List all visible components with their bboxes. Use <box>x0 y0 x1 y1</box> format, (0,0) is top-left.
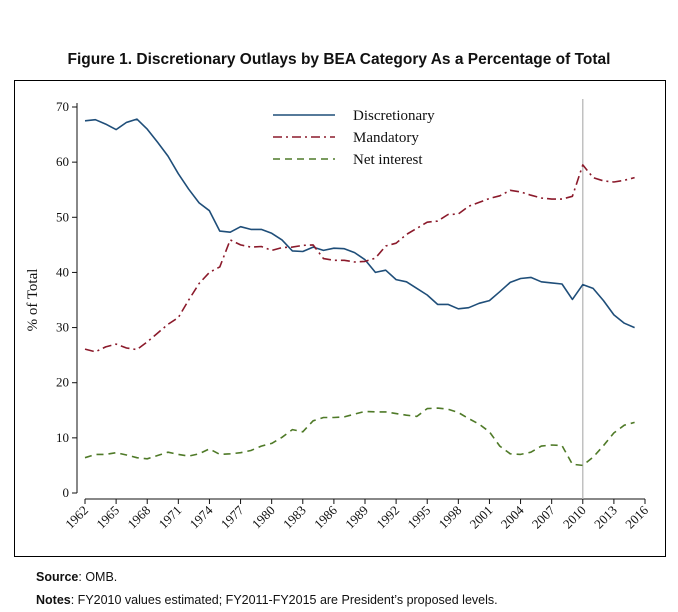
series-line-discretionary <box>84 118 635 329</box>
series-line-mandatory <box>84 164 635 353</box>
y-axis-label: % of Total <box>25 269 41 332</box>
source-label: Source <box>36 570 79 584</box>
source-text: : OMB. <box>78 570 118 584</box>
x-tick-label: 1962 <box>62 503 91 532</box>
y-tick-label: 0 <box>63 485 70 500</box>
x-tick-label: 1974 <box>187 502 216 531</box>
legend-label: Discretionary <box>353 108 435 124</box>
y-tick-label: 60 <box>56 154 69 169</box>
x-tick-label: 2016 <box>622 502 651 531</box>
notes-note: Notes: FY2010 values estimated; FY2011-F… <box>36 593 498 607</box>
y-tick-label: 20 <box>56 375 69 390</box>
x-tick-label: 1968 <box>124 503 153 532</box>
legend-label: Mandatory <box>353 130 419 146</box>
series-line-net-interest <box>84 407 635 467</box>
series-lines <box>84 118 635 467</box>
x-tick-label: 1971 <box>155 503 184 532</box>
x-tick-label: 1983 <box>280 503 309 532</box>
y-tick-label: 10 <box>56 430 69 445</box>
y-tick-label: 50 <box>56 209 69 224</box>
x-tick-label: 1980 <box>249 503 278 532</box>
x-tick-label: 2004 <box>498 502 527 531</box>
x-tick-label: 1965 <box>93 503 122 532</box>
x-tick-label: 2010 <box>560 503 589 532</box>
chart-frame: 0 10 20 30 40 50 60 70 1962 1965 1968 1971 1974 1977 1… <box>14 80 666 557</box>
notes-text: : FY2010 values estimated; FY2011-FY2015… <box>70 593 498 607</box>
x-tick-label: 1986 <box>311 502 340 531</box>
y-tick-label: 30 <box>56 320 69 335</box>
legend-label: Net interest <box>353 152 423 168</box>
x-tick-label: 1977 <box>218 502 247 531</box>
x-tick-label: 1995 <box>404 503 433 532</box>
notes-label: Notes <box>36 593 71 607</box>
x-tick-label: 2013 <box>591 503 620 532</box>
y-tick-label: 40 <box>56 264 69 279</box>
figure-title: Figure 1. Discretionary Outlays by BEA C… <box>67 51 611 68</box>
legend: Discretionary Mandatory Net interest <box>273 108 435 168</box>
x-tick-label: 2001 <box>467 503 496 532</box>
x-tick-label: 1989 <box>342 503 371 532</box>
x-tick-label: 2007 <box>529 502 558 531</box>
source-note: Source: OMB. <box>36 570 117 584</box>
x-tick-label: 1998 <box>435 503 464 532</box>
x-tick-label: 1992 <box>373 503 402 532</box>
y-tick-label: 70 <box>56 99 69 114</box>
